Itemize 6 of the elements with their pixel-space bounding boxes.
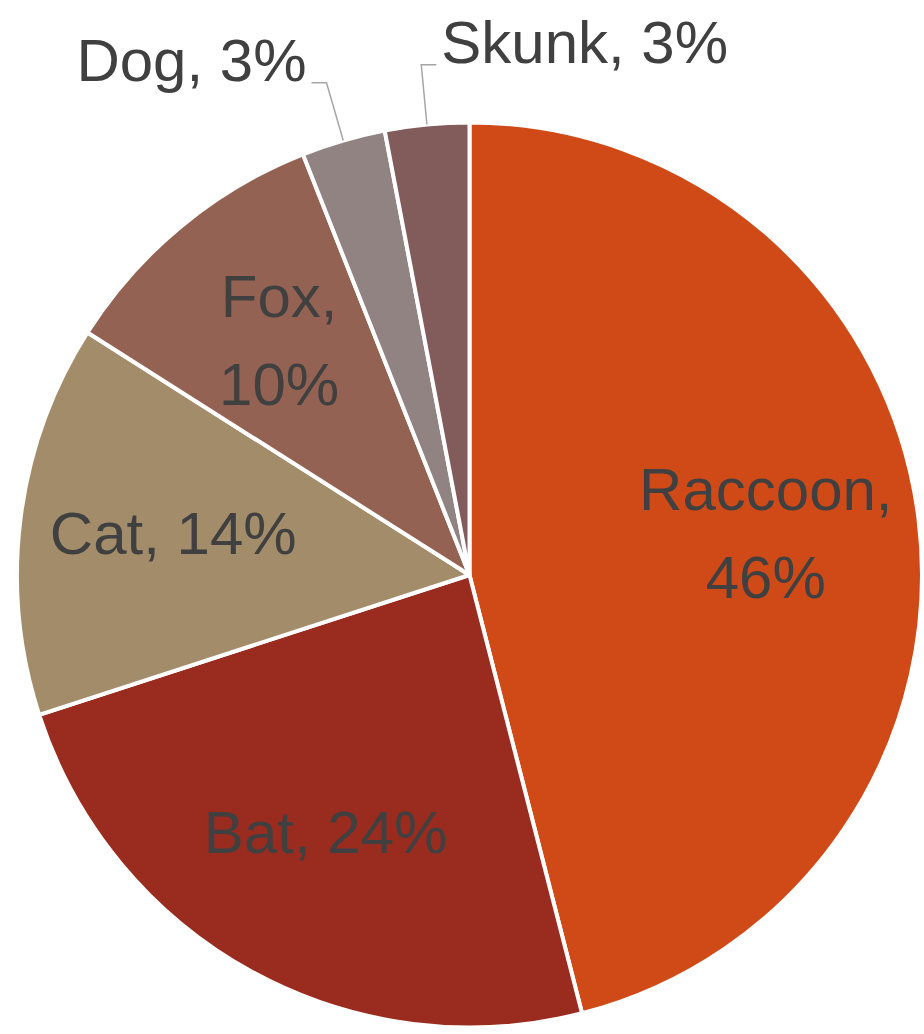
slice-label: Raccoon, 46%: [639, 456, 893, 612]
slice-label: Cat, 14%: [49, 500, 297, 568]
slice-label: Bat, 24%: [203, 799, 448, 867]
slice-label: Fox, 10%: [219, 263, 340, 419]
slice-label: Skunk, 3%: [441, 9, 729, 77]
slice-label: Dog, 3%: [76, 27, 307, 95]
